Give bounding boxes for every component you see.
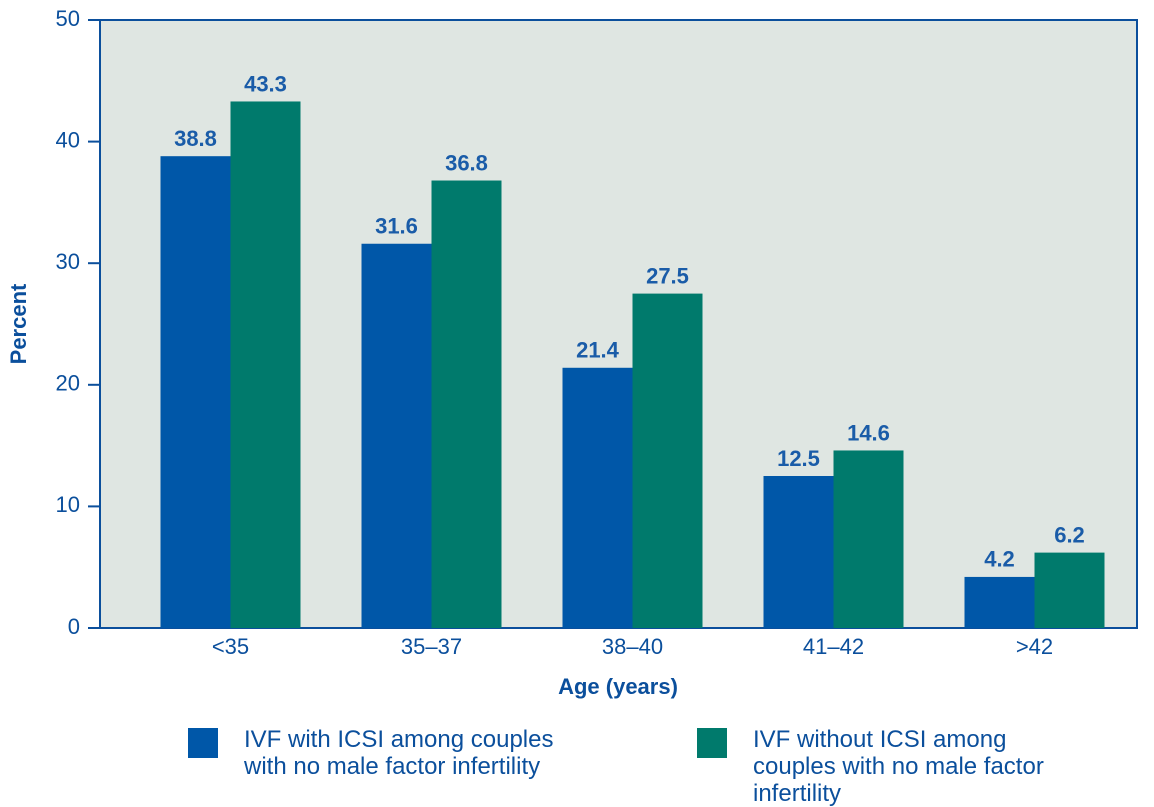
- value-label: 43.3: [244, 71, 287, 96]
- y-tick-label: 20: [56, 371, 80, 396]
- y-tick-label: 30: [56, 249, 80, 274]
- x-tick-label: >42: [1016, 634, 1053, 659]
- y-tick-label: 40: [56, 127, 80, 152]
- bar: [763, 476, 834, 628]
- value-label: 6.2: [1054, 522, 1085, 547]
- value-label: 36.8: [445, 150, 488, 175]
- legend-label: IVF with ICSI among couples with no male…: [244, 726, 554, 780]
- value-label: 12.5: [777, 446, 820, 471]
- bar: [361, 243, 432, 628]
- y-tick-label: 50: [56, 6, 80, 31]
- legend-item: IVF without ICSI among couples with no m…: [697, 726, 1083, 807]
- x-tick-label: 38–40: [602, 634, 663, 659]
- x-axis-title: Age (years): [558, 674, 678, 699]
- y-axis-title: Percent: [6, 283, 31, 364]
- chart: Age (years) Percent 0 10 20 30 40 50 <35 38.8 43…: [6, 6, 1138, 699]
- x-tick-label: 35–37: [401, 634, 462, 659]
- y-tick-label: 0: [68, 614, 80, 639]
- bar: [632, 293, 703, 628]
- x-tick-label: <35: [212, 634, 249, 659]
- bar: [964, 576, 1035, 628]
- legend-label: IVF without ICSI among couples with no m…: [753, 726, 1044, 807]
- value-label: 27.5: [646, 263, 689, 288]
- legend-swatch: [697, 728, 727, 758]
- bar: [230, 101, 301, 629]
- bar: [833, 450, 904, 628]
- x-tick-label: 41–42: [803, 634, 864, 659]
- bar: [160, 156, 231, 628]
- bar: [562, 367, 633, 628]
- legend-item: IVF with ICSI among couples with no male…: [188, 726, 574, 780]
- page: {"chart_data": {"type": "bar", "categori…: [5, 5, 1138, 807]
- value-label: 21.4: [576, 338, 620, 363]
- bar: [431, 180, 502, 628]
- value-label: 31.6: [375, 214, 418, 239]
- value-label: 38.8: [174, 126, 217, 151]
- bar: [1034, 552, 1105, 628]
- legend-swatch: [188, 728, 218, 758]
- y-tick-label: 10: [56, 492, 80, 517]
- value-label: 14.6: [847, 420, 890, 445]
- value-label: 4.2: [984, 547, 1015, 572]
